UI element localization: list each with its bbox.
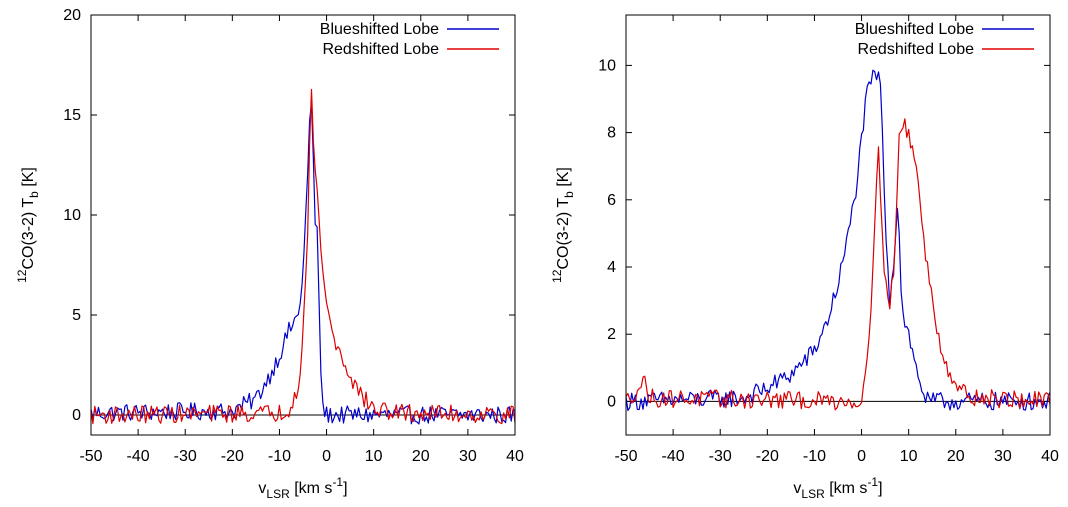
x-tick-label: 20 [947, 448, 965, 465]
x-tick-label: -50 [614, 448, 637, 465]
y-tick-label: 0 [607, 393, 616, 410]
x-tick-label: -30 [709, 448, 732, 465]
x-tick-label: 40 [1041, 448, 1059, 465]
plot-frame [625, 14, 1051, 436]
x-tick-label: -30 [174, 448, 197, 465]
x-tick-label: 30 [459, 448, 477, 465]
legend-label: Blueshifted Lobe [855, 21, 974, 38]
series-line-redshifted-lobe [625, 118, 1051, 411]
series-line-blueshifted-lobe [90, 103, 516, 425]
y-tick-label: 10 [63, 207, 81, 224]
x-tick-label: -40 [662, 448, 685, 465]
x-tick-label: -20 [221, 448, 244, 465]
plot-panel-2: -50 -40 -30 -20 -10 0 10 20 30 40 0 2 4 6 8 10 Blueshift… [550, 14, 1059, 501]
x-tick-label: 40 [506, 448, 524, 465]
legend-label: Redshifted Lobe [322, 41, 439, 58]
x-tick-label: -10 [268, 448, 291, 465]
x-tick-label: 0 [857, 448, 866, 465]
x-tick-label: 30 [994, 448, 1012, 465]
series-line-redshifted-lobe [90, 88, 516, 425]
legend-label: Redshifted Lobe [857, 41, 974, 58]
legend-label: Blueshifted Lobe [320, 21, 439, 38]
x-tick-label: 0 [322, 448, 331, 465]
y-tick-label: 8 [607, 125, 616, 142]
x-tick-label: 10 [900, 448, 918, 465]
y-tick-label: 0 [72, 407, 81, 424]
y-tick-label: 10 [598, 57, 616, 74]
y-tick-label: 20 [63, 7, 81, 24]
plot-frame [90, 14, 516, 436]
x-tick-label: -10 [803, 448, 826, 465]
y-tick-label: 5 [72, 307, 81, 324]
y-tick-label: 15 [63, 107, 81, 124]
y-tick-label: 2 [607, 326, 616, 343]
x-axis-label: vLSR [km s-1] [258, 475, 347, 501]
y-tick-label: 4 [607, 259, 616, 276]
y-axis-label: 12CO(3-2) Tb [K] [550, 167, 576, 283]
y-axis-label: 12CO(3-2) Tb [K] [15, 167, 41, 283]
x-tick-label: -50 [79, 448, 102, 465]
series-line-blueshifted-lobe [625, 69, 1051, 412]
x-tick-label: 10 [365, 448, 383, 465]
x-axis-label: vLSR [km s-1] [793, 475, 882, 501]
y-tick-label: 6 [607, 192, 616, 209]
x-tick-label: 20 [412, 448, 430, 465]
x-tick-label: -40 [127, 448, 150, 465]
x-tick-label: -20 [756, 448, 779, 465]
plot-panel-1: -50 -40 -30 -20 -10 0 10 20 30 40 0 5 10 15 20 Blueshif… [15, 7, 524, 501]
